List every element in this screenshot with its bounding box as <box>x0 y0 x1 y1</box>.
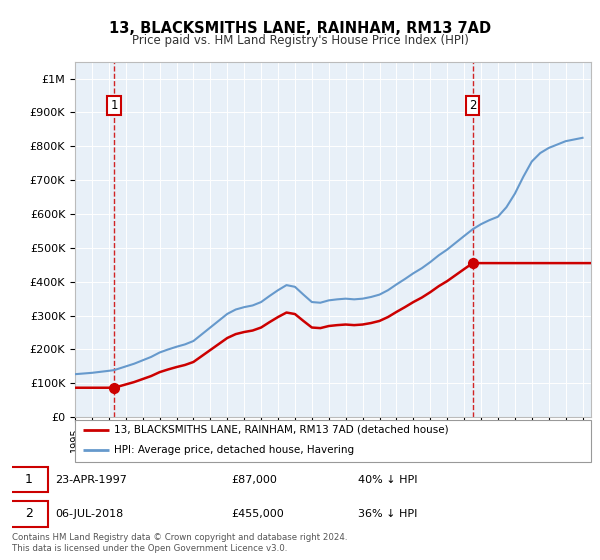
Text: £455,000: £455,000 <box>231 508 284 519</box>
Text: Price paid vs. HM Land Registry's House Price Index (HPI): Price paid vs. HM Land Registry's House … <box>131 34 469 46</box>
Text: 1: 1 <box>110 99 118 112</box>
Text: 23-APR-1997: 23-APR-1997 <box>55 475 127 484</box>
Text: Contains HM Land Registry data © Crown copyright and database right 2024.
This d: Contains HM Land Registry data © Crown c… <box>12 533 347 553</box>
Text: 06-JUL-2018: 06-JUL-2018 <box>55 508 124 519</box>
Text: 13, BLACKSMITHS LANE, RAINHAM, RM13 7AD (detached house): 13, BLACKSMITHS LANE, RAINHAM, RM13 7AD … <box>114 424 448 435</box>
FancyBboxPatch shape <box>9 466 48 492</box>
Text: 2: 2 <box>469 99 476 112</box>
Text: 13, BLACKSMITHS LANE, RAINHAM, RM13 7AD: 13, BLACKSMITHS LANE, RAINHAM, RM13 7AD <box>109 21 491 36</box>
Text: £87,000: £87,000 <box>231 475 277 484</box>
Text: 1: 1 <box>25 473 32 486</box>
Text: HPI: Average price, detached house, Havering: HPI: Average price, detached house, Have… <box>114 445 354 455</box>
Text: 36% ↓ HPI: 36% ↓ HPI <box>358 508 417 519</box>
Text: 40% ↓ HPI: 40% ↓ HPI <box>358 475 417 484</box>
FancyBboxPatch shape <box>9 501 48 526</box>
Text: 2: 2 <box>25 507 32 520</box>
FancyBboxPatch shape <box>75 420 591 462</box>
